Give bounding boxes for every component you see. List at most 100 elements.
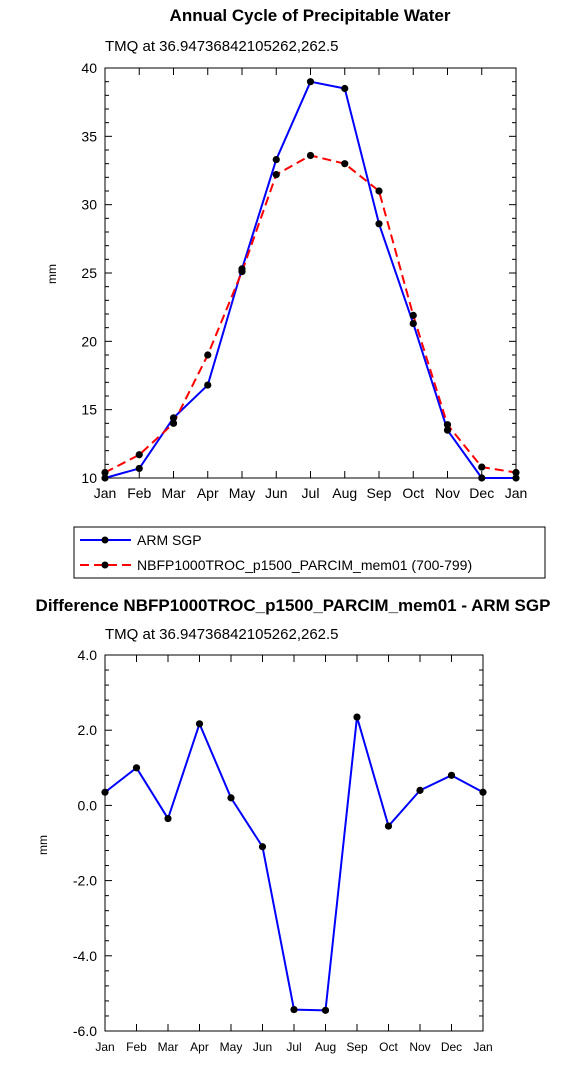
series-0-point	[479, 788, 487, 796]
series-line-0	[104, 716, 484, 1012]
series-0-point	[478, 474, 486, 482]
chart-bottom-series	[101, 713, 487, 1014]
chart-top: Annual Cycle of Precipitable Water TMQ a…	[45, 6, 527, 501]
series-0-point	[443, 426, 452, 434]
x-tick-label: Jul	[302, 485, 320, 501]
series-0-point	[416, 786, 424, 794]
legend: ARM SGP NBFP1000TROC_p1500_PARCIM_mem01 …	[73, 526, 546, 579]
x-tick-label: Dec	[469, 485, 494, 501]
y-tick-label: 15	[81, 402, 97, 418]
chart-top-subtitle: TMQ at 36.94736842105262,262.5	[105, 38, 339, 55]
y-tick-label: 30	[81, 197, 97, 213]
x-tick-label: Apr	[197, 485, 219, 501]
series-1-point	[443, 421, 452, 429]
x-tick-label: Nov	[435, 485, 460, 501]
y-tick-label: 2.0	[78, 722, 98, 738]
series-0-point	[101, 788, 109, 796]
y-tick-label: 0.0	[78, 797, 98, 813]
series-line-0	[104, 80, 516, 479]
plot-frame	[104, 67, 517, 479]
x-tick-label: Jun	[265, 485, 288, 501]
series-1-point	[272, 171, 280, 179]
series-1-point	[478, 463, 486, 471]
series-1-point	[341, 160, 349, 168]
y-tick-label: 25	[81, 265, 97, 281]
series-0-point	[195, 720, 204, 728]
series-0-point	[272, 155, 280, 164]
series-0-point	[164, 814, 172, 823]
series-0-point	[227, 794, 235, 802]
chart-top-ylabel: mm	[45, 264, 59, 284]
legend-marker-arm	[101, 536, 109, 544]
series-0-point	[132, 764, 141, 772]
series-0-point	[375, 220, 383, 228]
series-0-point	[353, 713, 361, 721]
x-tick-label: Mar	[158, 1040, 179, 1054]
y-tick-label: 40	[81, 60, 97, 76]
chart-bottom-title: Difference NBFP1000TROC_p1500_PARCIM_mem…	[36, 596, 551, 615]
legend-box	[73, 526, 546, 579]
x-tick-label: Feb	[127, 485, 151, 501]
x-tick-label: Aug	[332, 485, 357, 501]
legend-marker-model	[101, 561, 109, 569]
chart-bottom-subtitle: TMQ at 36.94736842105262,262.5	[105, 626, 339, 643]
chart-top-axes: 10 15 20 25 30 35 40 Jan Feb Mar Apr May Jun Jul Aug Se…	[81, 60, 527, 501]
x-tick-label: May	[220, 1040, 243, 1054]
series-0-point	[409, 319, 417, 328]
y-tick-label: -4.0	[73, 948, 97, 964]
x-tick-label: Mar	[161, 485, 185, 501]
plot-frame	[104, 654, 484, 1032]
chart-bottom-ylabel: mm	[36, 835, 50, 855]
series-1-point	[204, 351, 212, 359]
series-0-point	[101, 474, 109, 482]
series-1-point	[375, 187, 383, 195]
y-tick-label: 35	[81, 128, 97, 144]
series-0-point	[169, 414, 178, 422]
x-tick-label: Dec	[441, 1040, 462, 1054]
chart-top-series	[101, 78, 520, 482]
legend-label-model: NBFP1000TROC_p1500_PARCIM_mem01 (700-799…	[137, 557, 472, 573]
series-0-point	[384, 822, 393, 830]
x-tick-label: Jan	[473, 1040, 492, 1054]
x-tick-label: Jul	[286, 1040, 301, 1054]
series-1-point	[135, 451, 143, 459]
series-0-point	[204, 381, 212, 389]
x-tick-label: Nov	[409, 1040, 430, 1054]
series-1-point	[512, 468, 520, 477]
x-tick-label: Jun	[253, 1040, 272, 1054]
x-tick-label: Sep	[367, 485, 392, 501]
y-tick-label: -2.0	[73, 873, 97, 889]
x-tick-label: May	[229, 485, 255, 501]
y-tick-label: 4.0	[78, 647, 98, 663]
chart-bottom: Difference NBFP1000TROC_p1500_PARCIM_mem…	[36, 596, 551, 1054]
legend-label-arm: ARM SGP	[137, 532, 202, 548]
x-tick-label: Jan	[505, 485, 528, 501]
y-tick-label: -6.0	[73, 1023, 97, 1039]
series-0-point	[290, 1005, 298, 1014]
series-1-point	[409, 311, 417, 319]
chart-top-title: Annual Cycle of Precipitable Water	[170, 6, 451, 25]
x-tick-label: Oct	[379, 1040, 398, 1054]
y-tick-label: 10	[81, 470, 97, 486]
chart-bottom-axes: -6.0 -4.0 -2.0 0.0 2.0 4.0 Jan Feb Mar Apr May Jun J…	[73, 647, 493, 1054]
series-0-point	[512, 474, 520, 482]
series-0-point	[447, 771, 456, 779]
x-tick-label: Sep	[346, 1040, 368, 1054]
x-tick-label: Apr	[190, 1040, 209, 1054]
x-tick-label: Aug	[315, 1040, 336, 1054]
series-0-point	[341, 84, 349, 93]
y-tick-label: 20	[81, 333, 97, 349]
series-0-point	[306, 78, 315, 86]
series-1-point	[306, 151, 315, 160]
series-1-point	[238, 268, 246, 276]
series-0-point	[321, 1006, 330, 1014]
x-tick-label: Feb	[126, 1040, 147, 1054]
x-tick-label: Jan	[94, 485, 117, 501]
series-1-point	[169, 419, 178, 427]
series-line-1	[104, 154, 517, 474]
x-tick-label: Oct	[402, 485, 424, 501]
series-0-point	[135, 464, 143, 473]
x-tick-label: Jan	[95, 1040, 114, 1054]
series-0-point	[258, 843, 267, 851]
